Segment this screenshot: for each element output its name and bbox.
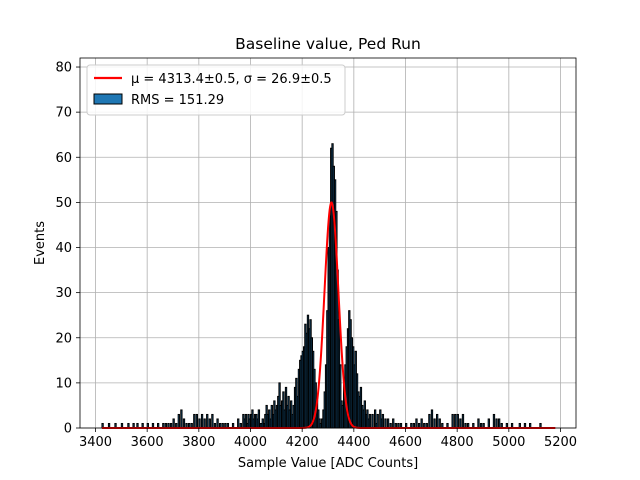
histogram-bar: [415, 418, 418, 429]
histogram-bar: [198, 418, 201, 429]
histogram-bar: [492, 413, 496, 429]
histogram-bar: [420, 418, 423, 429]
histogram-bar: [177, 413, 180, 429]
plot-frame: [79, 57, 577, 429]
histogram-bar: [193, 413, 196, 429]
histogram-bar: [487, 418, 490, 429]
histogram-bar: [461, 413, 465, 429]
x-tick-label: 3600: [131, 435, 164, 450]
histogram-bar: [182, 418, 186, 429]
y-tick-label: 80: [55, 61, 72, 76]
histogram-bar: [195, 413, 199, 429]
legend-rms-swatch: [93, 93, 123, 105]
x-axis-label: Sample Value [ADC Counts]: [238, 456, 418, 471]
histogram-bar: [454, 413, 457, 429]
histogram-bar: [208, 418, 211, 429]
y-axis-ticks: 0 10 20 30 40 50 60 70 80: [55, 61, 80, 437]
histogram-bar: [381, 413, 385, 429]
histogram-bar: [200, 413, 204, 429]
histogram-bar: [384, 418, 387, 429]
legend-fit-label: μ = 4313.4±0.5, σ = 26.9±0.5: [131, 72, 332, 87]
histogram-bar: [211, 413, 214, 429]
histogram-bar: [498, 418, 501, 429]
x-axis-ticks: 3400 3600 3800 4000 4200 4400 4600 4800 5000 5200: [79, 428, 577, 450]
legend-rms-label: RMS = 151.29: [131, 93, 224, 108]
histogram-bar: [438, 418, 441, 429]
histogram-bar: [433, 418, 436, 429]
y-tick-label: 30: [55, 286, 72, 301]
histogram-bar: [495, 418, 498, 429]
histogram-bar: [456, 413, 459, 429]
legend: μ = 4313.4±0.5, σ = 26.9±0.5 RMS = 151.2…: [86, 64, 346, 116]
y-tick-label: 70: [55, 106, 72, 121]
histogram-bar: [477, 418, 480, 429]
histogram-bar: [459, 418, 462, 429]
histogram-bar: [451, 413, 454, 429]
y-tick-label: 10: [55, 376, 72, 391]
chart-title: Baseline value, Ped Run: [235, 35, 421, 53]
x-tick-label: 5000: [492, 435, 525, 450]
histogram-bar: [203, 418, 206, 429]
histogram-bar: [206, 413, 209, 429]
y-tick-label: 60: [55, 151, 72, 166]
histogram-bar: [428, 413, 431, 429]
x-tick-label: 4400: [337, 435, 370, 450]
histogram-bar: [368, 413, 372, 429]
histogram-bar: [392, 418, 395, 429]
histogram-bar: [371, 413, 374, 429]
histogram-bar: [237, 418, 240, 429]
x-tick-label: 5200: [544, 435, 577, 450]
y-axis-label: Events: [33, 221, 48, 265]
y-tick-label: 50: [55, 196, 72, 211]
x-tick-label: 4800: [441, 435, 474, 450]
y-tick-label: 0: [64, 422, 72, 437]
histogram-bar: [436, 413, 439, 429]
legend-box: [86, 64, 346, 116]
y-tick-label: 20: [55, 331, 72, 346]
x-tick-label: 4000: [234, 435, 267, 450]
x-tick-label: 3400: [79, 435, 112, 450]
x-tick-label: 4600: [389, 435, 422, 450]
x-tick-label: 3800: [182, 435, 215, 450]
histogram-bar: [376, 413, 379, 429]
histogram-bar: [180, 409, 183, 429]
y-tick-label: 40: [55, 241, 72, 256]
histogram-bar: [172, 418, 175, 429]
histogram-bar: [430, 409, 434, 429]
histogram-bar: [216, 418, 219, 429]
histogram-bar: [386, 418, 390, 429]
x-tick-label: 4200: [286, 435, 319, 450]
